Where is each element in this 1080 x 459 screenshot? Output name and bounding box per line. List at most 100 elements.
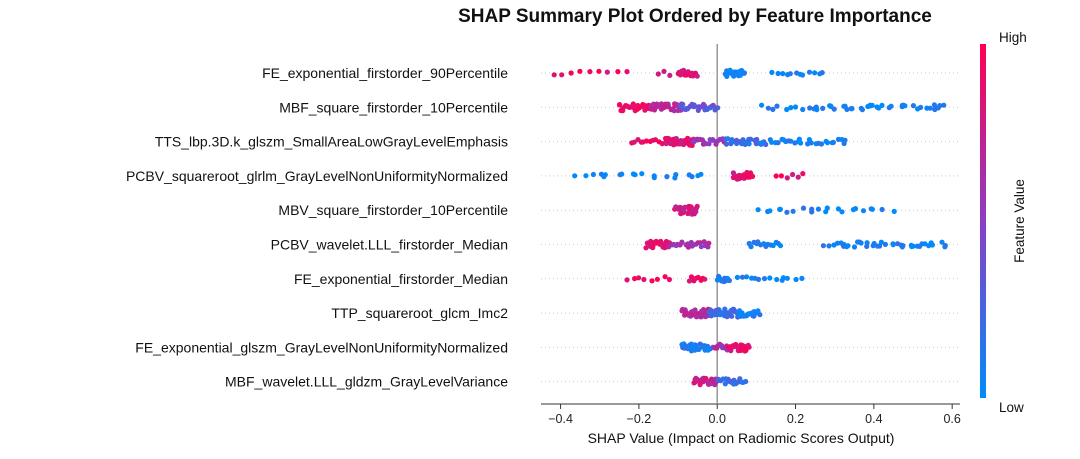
- shap-point: [900, 102, 907, 108]
- shap-point: [798, 140, 804, 146]
- shap-point: [729, 313, 735, 319]
- shap-point: [882, 241, 889, 247]
- shap-point: [900, 243, 906, 249]
- shap-point: [624, 69, 630, 75]
- shap-point: [671, 108, 677, 114]
- shap-point: [559, 72, 565, 78]
- shap-point: [689, 174, 695, 180]
- shap-point: [824, 205, 830, 211]
- shap-point: [869, 206, 876, 212]
- shap-point: [808, 140, 814, 146]
- shap-point: [692, 103, 698, 109]
- shap-point: [694, 203, 700, 209]
- colorbar-high-label: High: [999, 30, 1027, 45]
- shap-point: [809, 209, 815, 215]
- shap-point: [698, 171, 704, 177]
- shap-point: [726, 277, 733, 284]
- shap-point: [643, 245, 649, 251]
- shap-point: [777, 206, 784, 212]
- shap-point: [748, 136, 754, 142]
- shap-point: [820, 105, 826, 111]
- shap-point: [799, 275, 805, 281]
- feature-label: FE_exponential_glszm_GrayLevelNonUniform…: [135, 339, 508, 355]
- shap-point: [701, 239, 707, 245]
- shap-point: [806, 69, 813, 75]
- shap-point: [790, 208, 796, 214]
- shap-point: [941, 102, 947, 108]
- shap-point: [631, 139, 637, 145]
- shap-point: [807, 105, 813, 111]
- shap-point: [722, 306, 728, 312]
- shap-point: [746, 141, 752, 147]
- shap-point: [890, 241, 896, 247]
- shap-point: [774, 103, 780, 109]
- shap-point: [870, 243, 876, 249]
- feature-label: TTP_squareroot_glcm_Imc2: [331, 305, 508, 321]
- shap-point: [654, 276, 661, 282]
- shap-point: [784, 175, 790, 181]
- shap-point: [869, 102, 875, 108]
- shap-point: [692, 307, 698, 313]
- shap-point: [750, 173, 756, 179]
- feature-label: PCBV_squareroot_glrlm_GrayLevelNonUnifor…: [126, 168, 508, 184]
- shap-point: [740, 137, 746, 143]
- shap-point: [767, 275, 773, 281]
- shap-point: [705, 244, 711, 250]
- shap-point: [918, 104, 924, 110]
- shap-point: [839, 209, 845, 215]
- shap-point: [698, 314, 704, 320]
- shap-point: [859, 107, 866, 113]
- shap-point: [572, 173, 578, 179]
- shap-point: [820, 243, 827, 249]
- shap-point: [632, 276, 638, 282]
- shap-point: [602, 172, 608, 178]
- shap-point: [769, 139, 775, 145]
- shap-point: [568, 70, 574, 76]
- shap-point: [770, 106, 776, 112]
- shap-point: [927, 105, 933, 111]
- shap-point: [765, 105, 772, 111]
- shap-point: [818, 141, 825, 147]
- shap-point: [845, 243, 851, 249]
- shap-point: [655, 71, 661, 77]
- shap-point: [793, 276, 799, 283]
- shap-point: [759, 102, 765, 108]
- colorbar-axis-label: Feature Value: [1012, 179, 1027, 263]
- shap-point: [778, 173, 785, 179]
- shap-point: [879, 206, 885, 213]
- shap-point: [800, 205, 807, 211]
- shap-point: [831, 106, 837, 112]
- shap-point: [741, 70, 748, 76]
- shap-point: [743, 274, 750, 280]
- shap-point: [788, 105, 794, 111]
- shap-point: [615, 69, 621, 75]
- shap-point: [939, 239, 945, 245]
- x-tick-label: −0.4: [548, 412, 573, 426]
- shap-point: [759, 140, 765, 146]
- shap-point: [679, 239, 685, 245]
- colorbar-gradient: [980, 44, 986, 398]
- feature-rows: FE_exponential_firstorder_90Percentile MB…: [126, 65, 960, 390]
- shap-point: [852, 206, 859, 212]
- shap-point: [746, 344, 752, 350]
- shap-point: [755, 207, 761, 213]
- shap-point: [812, 70, 818, 76]
- shap-point: [841, 140, 847, 147]
- shap-point: [596, 68, 602, 74]
- shap-point: [681, 67, 687, 73]
- shap-point: [815, 206, 822, 212]
- shap-point: [551, 72, 557, 78]
- shap-point: [800, 171, 806, 177]
- shap-point: [922, 241, 928, 247]
- shap-point: [667, 72, 673, 78]
- shap-point: [917, 243, 923, 249]
- shap-point: [777, 243, 784, 249]
- shap-point: [587, 69, 593, 75]
- shap-point: [864, 240, 870, 246]
- feature-label: FE_exponential_firstorder_90Percentile: [262, 65, 508, 81]
- shap-point: [643, 138, 650, 144]
- shap-point: [780, 71, 786, 77]
- x-tick-label: 0.0: [709, 412, 726, 426]
- shap-point: [800, 106, 806, 113]
